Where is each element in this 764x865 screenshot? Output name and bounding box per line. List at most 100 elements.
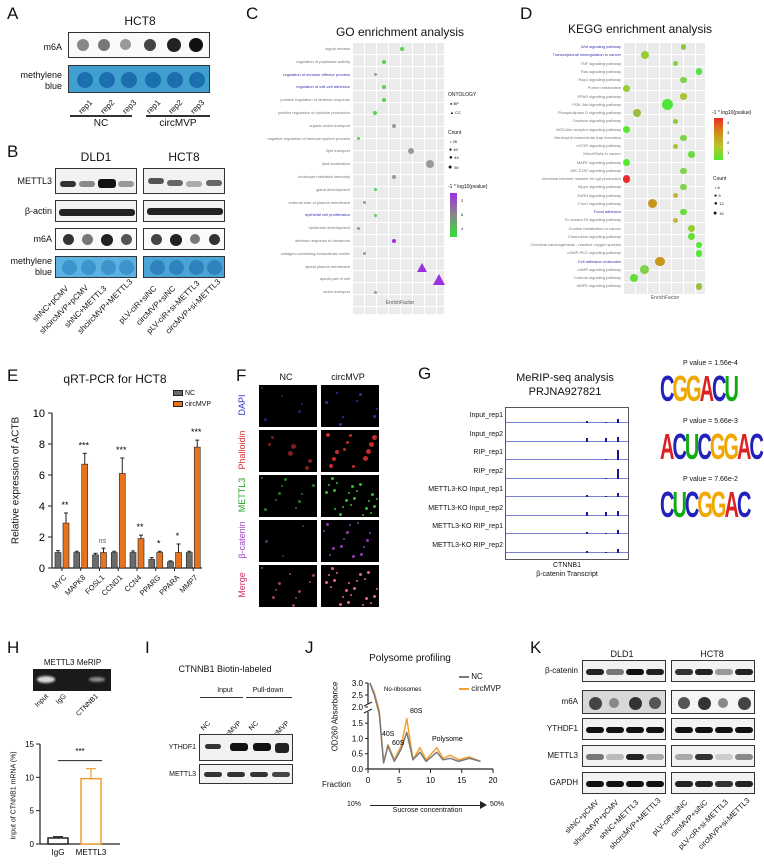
- panel-j-gradient-arrow: [370, 805, 482, 806]
- go-term-label: regulation of cell-cell adhesion: [296, 84, 350, 90]
- svg-text:Polysome: Polysome: [432, 736, 463, 743]
- kegg-term-label: Wnt signaling pathway: [580, 44, 621, 49]
- micrograph-phalloidin-circmvp: [320, 429, 380, 473]
- go-term-label: signal release: [325, 46, 350, 51]
- go-term-label: external side of plasma membrane: [288, 199, 350, 205]
- panel-b-hct8: HCT8: [168, 150, 200, 164]
- panel-e-label: E: [7, 366, 19, 385]
- panel-a-methylene-blot: [68, 65, 210, 93]
- micrograph-merge-nc: [258, 564, 318, 608]
- panel-k-catenin-hct8: [671, 660, 755, 682]
- panel-a-row-m6a: m6A: [43, 42, 62, 52]
- panel-h-ylabel: Input of CTNNB1 mRNA (%): [10, 751, 18, 840]
- go-point: [373, 111, 378, 115]
- kegg-term-label: PI3K-Akt signaling pathway: [572, 101, 621, 107]
- go-term-label: lipid localization: [321, 161, 350, 167]
- kegg-point: [622, 125, 631, 134]
- panel-f-row-label: Phalloidin: [237, 430, 247, 470]
- panel-a-group-circmvp: circMVP: [159, 118, 197, 129]
- kegg-term-label: TNF signaling pathway: [580, 60, 621, 66]
- panel-f-label: F: [236, 366, 247, 385]
- panel-c-title: GO enrichment analysis: [335, 25, 465, 39]
- go-term-label: apical plasma membrane: [305, 263, 350, 269]
- panel-b-mettl3-dld1: [55, 168, 137, 194]
- panel-j-gradient-end: 50%: [490, 801, 505, 808]
- panel-f-row-label: β-catenin: [237, 521, 247, 559]
- legend-label: NC: [184, 390, 196, 397]
- kegg-term-label: Chemokine signaling pathway: [567, 233, 621, 239]
- go-point: [391, 175, 396, 179]
- panel-h-gel-title: METTL3 MeRIP: [43, 658, 102, 667]
- panel-i-row-mettl3: METTL3: [169, 771, 196, 778]
- go-term-label: organic anion transport: [309, 122, 350, 128]
- kegg-point: [680, 76, 687, 84]
- kegg-term-label: cGMP-PKG signaling pathway: [567, 250, 621, 256]
- kegg-point: [632, 109, 641, 117]
- panel-d-count-title: Count: [713, 176, 727, 182]
- legend-bp: BP: [453, 101, 459, 106]
- panel-k-row-label: METTL3: [547, 751, 578, 760]
- panel-c-ontology-cc: ▲ CC: [450, 110, 461, 115]
- panel-g-track-label: Input_rep2: [469, 430, 503, 438]
- panel-k-ythdf1-dld1: [582, 718, 666, 740]
- kegg-point: [680, 44, 687, 50]
- go-point: [363, 252, 367, 256]
- legend-count: 15: [719, 211, 724, 216]
- kegg-point: [687, 150, 695, 158]
- go-point: [381, 98, 386, 103]
- kegg-term-label: Phospholipase D signaling pathway: [557, 110, 621, 115]
- kegg-point: [687, 233, 695, 241]
- panel-g-coverage-track: [506, 548, 628, 553]
- svg-text:15: 15: [25, 740, 34, 749]
- kegg-point: [673, 143, 679, 149]
- panel-g-coverage-track: [506, 493, 628, 497]
- kegg-term-label: Choline metabolism in cancer: [568, 225, 621, 231]
- go-term-label: positive regulation of cytokine producti…: [277, 110, 350, 115]
- panel-b-methylene-hct8: [143, 256, 225, 278]
- panel-c-plot-area: [352, 42, 444, 314]
- micrograph-catenin-nc: [258, 519, 318, 563]
- kegg-term-label: cAMP signaling pathway: [577, 266, 621, 272]
- panel-j-chart: 0.0 0.5 1.0 1.5 2.0 2.5 3.0 0 5 10 15 20 No-ribosome…: [352, 679, 498, 785]
- svg-text:2: 2: [39, 532, 45, 544]
- panel-d-color-title: -1 * log10(pvalue): [712, 110, 752, 116]
- panel-g-track-label: METTL3-KO Input_rep1: [428, 486, 503, 493]
- panel-d-count: ● 15: [713, 210, 724, 217]
- kegg-point: [695, 241, 703, 249]
- go-point: [400, 47, 405, 51]
- panel-j-legend-nc: NC: [459, 672, 483, 681]
- svg-text:*: *: [176, 531, 180, 541]
- kegg-point: [680, 93, 687, 100]
- svg-text:5: 5: [397, 776, 402, 785]
- legend-count: 40: [453, 147, 458, 152]
- panel-j-fraction-label: Fraction: [322, 780, 351, 789]
- kegg-point: [680, 208, 687, 216]
- svg-text:10: 10: [426, 776, 435, 785]
- panel-k-m6a-dld1: [582, 690, 666, 714]
- panel-j-arrow-head: [480, 801, 487, 809]
- svg-text:*: *: [157, 538, 161, 548]
- panel-f-row-label: Merge: [237, 572, 247, 598]
- svg-text:0: 0: [366, 776, 371, 785]
- kegg-term-label: Purine metabolism: [587, 85, 621, 91]
- kegg-point: [673, 217, 679, 223]
- panel-c-label: C: [246, 4, 259, 23]
- panel-c-color-title: -1 * log10(pvalue): [448, 184, 488, 190]
- svg-text:20: 20: [489, 776, 498, 785]
- svg-text:5: 5: [30, 807, 35, 816]
- panel-j-label: J: [305, 638, 314, 657]
- go-point: [391, 123, 396, 128]
- micrograph-mettl3-circmvp: [320, 474, 380, 518]
- kegg-term-label: FoxO signaling pathway: [578, 200, 621, 206]
- go-term-label: apical part of cell: [319, 276, 350, 282]
- panel-g-track-box: [505, 407, 629, 560]
- panel-g-coverage-track: [506, 468, 628, 479]
- legend-cc: CC: [455, 110, 461, 115]
- go-term-label: negative regulation of immune system pro…: [267, 135, 350, 141]
- kegg-term-label: Hippo signaling pathway: [577, 184, 621, 190]
- go-point: [356, 137, 360, 141]
- panel-c-xlabel: EnrichFactor: [385, 300, 415, 306]
- panel-c-color-tick: 2: [461, 198, 464, 203]
- panel-a-circ-bracket: [146, 115, 210, 117]
